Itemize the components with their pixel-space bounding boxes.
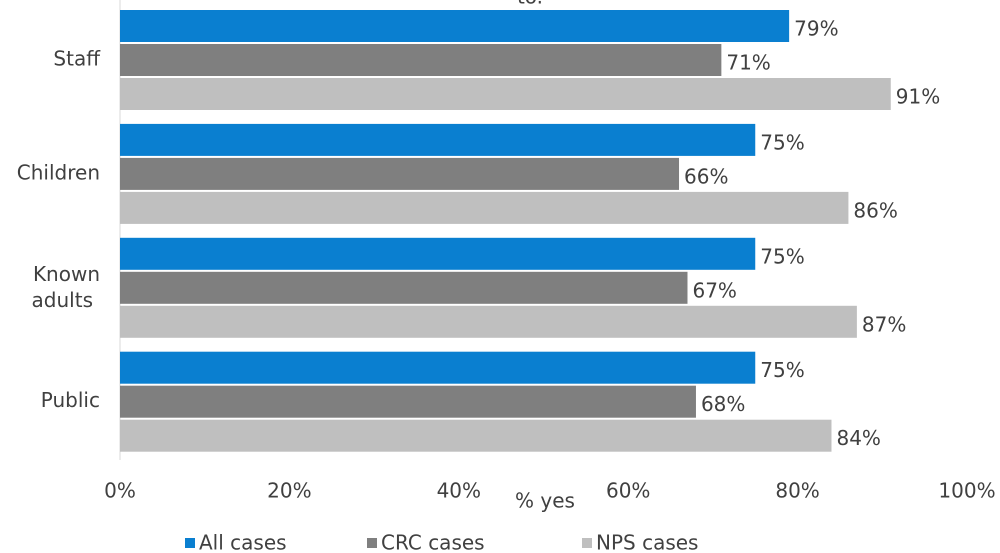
data-label: 91%	[896, 85, 940, 109]
y-tick-label: Children	[17, 160, 100, 184]
x-tick-label: 80%	[775, 479, 819, 503]
x-tick-label: 0%	[104, 479, 136, 503]
data-label: 79%	[794, 17, 838, 41]
legend-label: CRC cases	[381, 531, 485, 553]
chart-title: to.	[517, 0, 543, 9]
bar	[120, 123, 756, 156]
bar	[120, 305, 857, 338]
data-label: 71%	[726, 51, 770, 75]
data-label: 75%	[760, 244, 804, 268]
bar	[120, 271, 688, 304]
x-tick-label: 100%	[938, 479, 995, 503]
bar	[120, 157, 680, 190]
data-label: 84%	[836, 426, 880, 450]
bar	[120, 78, 891, 110]
data-label: 66%	[684, 164, 728, 188]
x-tick-label: 40%	[437, 479, 481, 503]
data-label: 86%	[853, 198, 897, 222]
data-label: 67%	[692, 278, 736, 302]
bar	[120, 44, 722, 76]
bar	[120, 385, 696, 418]
legend-label: All cases	[199, 531, 287, 553]
bar	[120, 191, 849, 224]
legend-swatch	[582, 538, 592, 548]
bar	[120, 419, 832, 452]
x-tick-label: 20%	[267, 479, 311, 503]
x-tick-label: 60%	[606, 479, 650, 503]
data-label: 87%	[862, 312, 906, 336]
x-axis-label: % yes	[515, 489, 575, 513]
data-label: 75%	[760, 130, 804, 154]
legend-label: NPS cases	[596, 531, 698, 553]
data-label: 75%	[760, 358, 804, 382]
y-tick-label: Known adults	[32, 261, 100, 311]
bar	[120, 351, 756, 384]
y-tick-label: Staff	[53, 47, 101, 71]
y-tick-label: Public	[41, 388, 100, 412]
legend-swatch	[367, 538, 377, 548]
data-label: 68%	[701, 392, 745, 416]
bar	[120, 237, 756, 270]
legend-swatch	[185, 538, 195, 548]
bar	[120, 10, 790, 42]
